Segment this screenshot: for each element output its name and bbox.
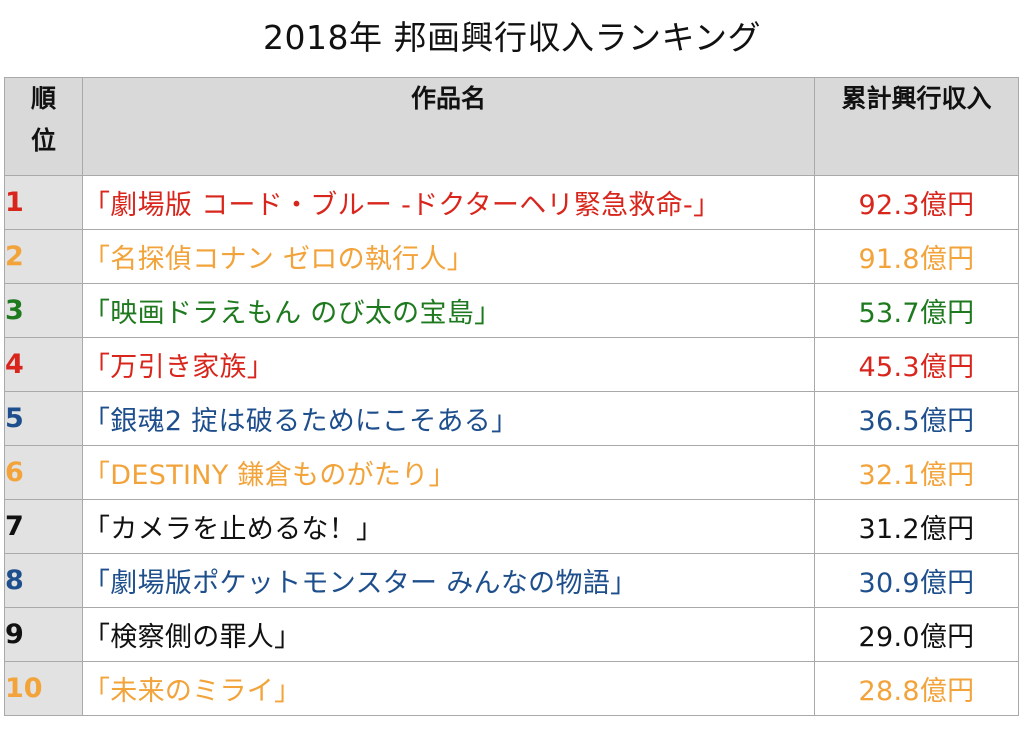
revenue-cell: 92.3億円 (814, 175, 1019, 230)
title-cell: 「劇場版 コード・ブルー -ドクターヘリ緊急救命-」 (82, 175, 815, 230)
table-row: 3 「映画ドラえもん のび太の宝島」 53.7億円 (4, 283, 1019, 338)
ranking-table: 順 位 作品名 累計興行収入 1 「劇場版 コード・ブルー -ドクターヘリ緊急救… (4, 77, 1019, 716)
table-row: 10 「未来のミライ」 28.8億円 (4, 661, 1019, 716)
title-cell: 「劇場版ポケットモンスター みんなの物語」 (82, 553, 815, 608)
rank-cell: 4 (4, 337, 83, 392)
page-title: 2018年 邦画興行収入ランキング (263, 18, 761, 57)
title-cell: 「未来のミライ」 (82, 661, 815, 716)
rank-cell: 3 (4, 283, 83, 338)
revenue-cell: 53.7億円 (814, 283, 1019, 338)
title-cell: 「銀魂2 掟は破るためにこそある」 (82, 391, 815, 446)
revenue-cell: 91.8億円 (814, 229, 1019, 284)
revenue-cell: 29.0億円 (814, 607, 1019, 662)
table-row: 5 「銀魂2 掟は破るためにこそある」 36.5億円 (4, 391, 1019, 446)
title-cell: 「カメラを止めるな！」 (82, 499, 815, 554)
title-cell: 「映画ドラえもん のび太の宝島」 (82, 283, 815, 338)
table-row: 6 「DESTINY 鎌倉ものがたり」 32.1億円 (4, 445, 1019, 500)
rank-cell: 5 (4, 391, 83, 446)
ranking-body: 1 「劇場版 コード・ブルー -ドクターヘリ緊急救命-」 92.3億円 2 「名… (4, 175, 1019, 716)
header-rank-line1: 順 (30, 84, 56, 113)
title-cell: 「名探偵コナン ゼロの執行人」 (82, 229, 815, 284)
revenue-cell: 32.1億円 (814, 445, 1019, 500)
revenue-cell: 36.5億円 (814, 391, 1019, 446)
table-row: 9 「検察側の罪人」 29.0億円 (4, 607, 1019, 662)
revenue-cell: 30.9億円 (814, 553, 1019, 608)
title-cell: 「万引き家族」 (82, 337, 815, 392)
header-title: 作品名 (82, 77, 815, 176)
rank-cell: 9 (4, 607, 83, 662)
rank-cell: 8 (4, 553, 83, 608)
header-rank: 順 位 (4, 77, 83, 176)
rank-cell: 6 (4, 445, 83, 500)
table-row: 8 「劇場版ポケットモンスター みんなの物語」 30.9億円 (4, 553, 1019, 608)
table-row: 4 「万引き家族」 45.3億円 (4, 337, 1019, 392)
revenue-cell: 28.8億円 (814, 661, 1019, 716)
revenue-cell: 45.3億円 (814, 337, 1019, 392)
table-header-row: 順 位 作品名 累計興行収入 (4, 77, 1019, 176)
title-cell: 「DESTINY 鎌倉ものがたり」 (82, 445, 815, 500)
rank-cell: 1 (4, 175, 83, 230)
header-revenue: 累計興行収入 (814, 77, 1019, 176)
title-cell: 「検察側の罪人」 (82, 607, 815, 662)
revenue-cell: 31.2億円 (814, 499, 1019, 554)
rank-cell: 7 (4, 499, 83, 554)
rank-cell: 2 (4, 229, 83, 284)
table-row: 7 「カメラを止めるな！」 31.2億円 (4, 499, 1019, 554)
table-row: 2 「名探偵コナン ゼロの執行人」 91.8億円 (4, 229, 1019, 284)
table-row: 1 「劇場版 コード・ブルー -ドクターヘリ緊急救命-」 92.3億円 (4, 175, 1019, 230)
rank-cell: 10 (4, 661, 83, 716)
header-rank-line2: 位 (30, 126, 56, 155)
